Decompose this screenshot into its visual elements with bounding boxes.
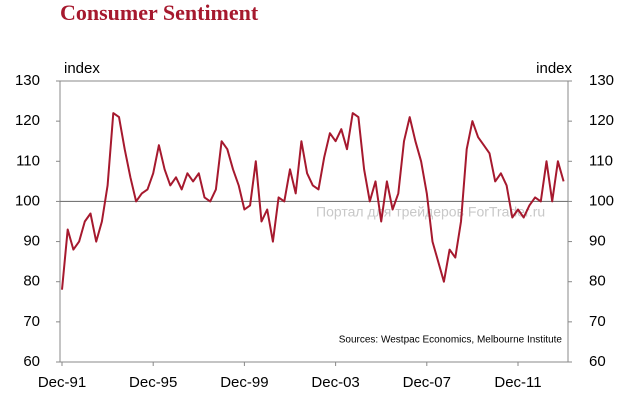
x-tick-label: Dec-11 <box>494 374 541 391</box>
y-tick-label: 120 <box>15 112 40 129</box>
chart-title: Consumer Sentiment <box>60 0 259 25</box>
y2-tick-label: 60 <box>589 353 606 370</box>
plot-frame <box>59 80 569 363</box>
y-tick-label: 110 <box>16 152 40 169</box>
x-tick-label: Dec-95 <box>129 374 177 391</box>
y2-tick-label: 80 <box>589 273 606 290</box>
y2-tick-label: 130 <box>589 72 614 89</box>
source-note: Sources: Westpac Economics, Melbourne In… <box>339 335 563 346</box>
y2-tick-label: 100 <box>589 192 614 209</box>
x-tick-label: Dec-03 <box>311 374 359 391</box>
y2-tick-label: 90 <box>589 233 606 250</box>
x-tick-label: Dec-07 <box>403 374 451 391</box>
y2-tick-label: 120 <box>589 112 614 129</box>
y2-tick-label: 70 <box>589 313 606 330</box>
y-tick-label: 90 <box>23 233 40 250</box>
watermark: Портал для трейдеров ForTrader.ru <box>316 204 545 220</box>
y-axis-label: index <box>64 60 100 77</box>
series-line <box>61 112 565 290</box>
y-tick-label: 60 <box>23 353 40 370</box>
y-tick-label: 100 <box>15 192 40 209</box>
y2-axis-label: index <box>536 60 572 77</box>
x-tick-label: Dec-99 <box>220 374 268 391</box>
x-tick-label: Dec-91 <box>38 374 86 391</box>
y-tick-label: 70 <box>23 313 40 330</box>
y-tick-label: 80 <box>23 273 40 290</box>
y-tick-label: 130 <box>15 72 40 89</box>
y2-tick-label: 110 <box>589 152 613 169</box>
